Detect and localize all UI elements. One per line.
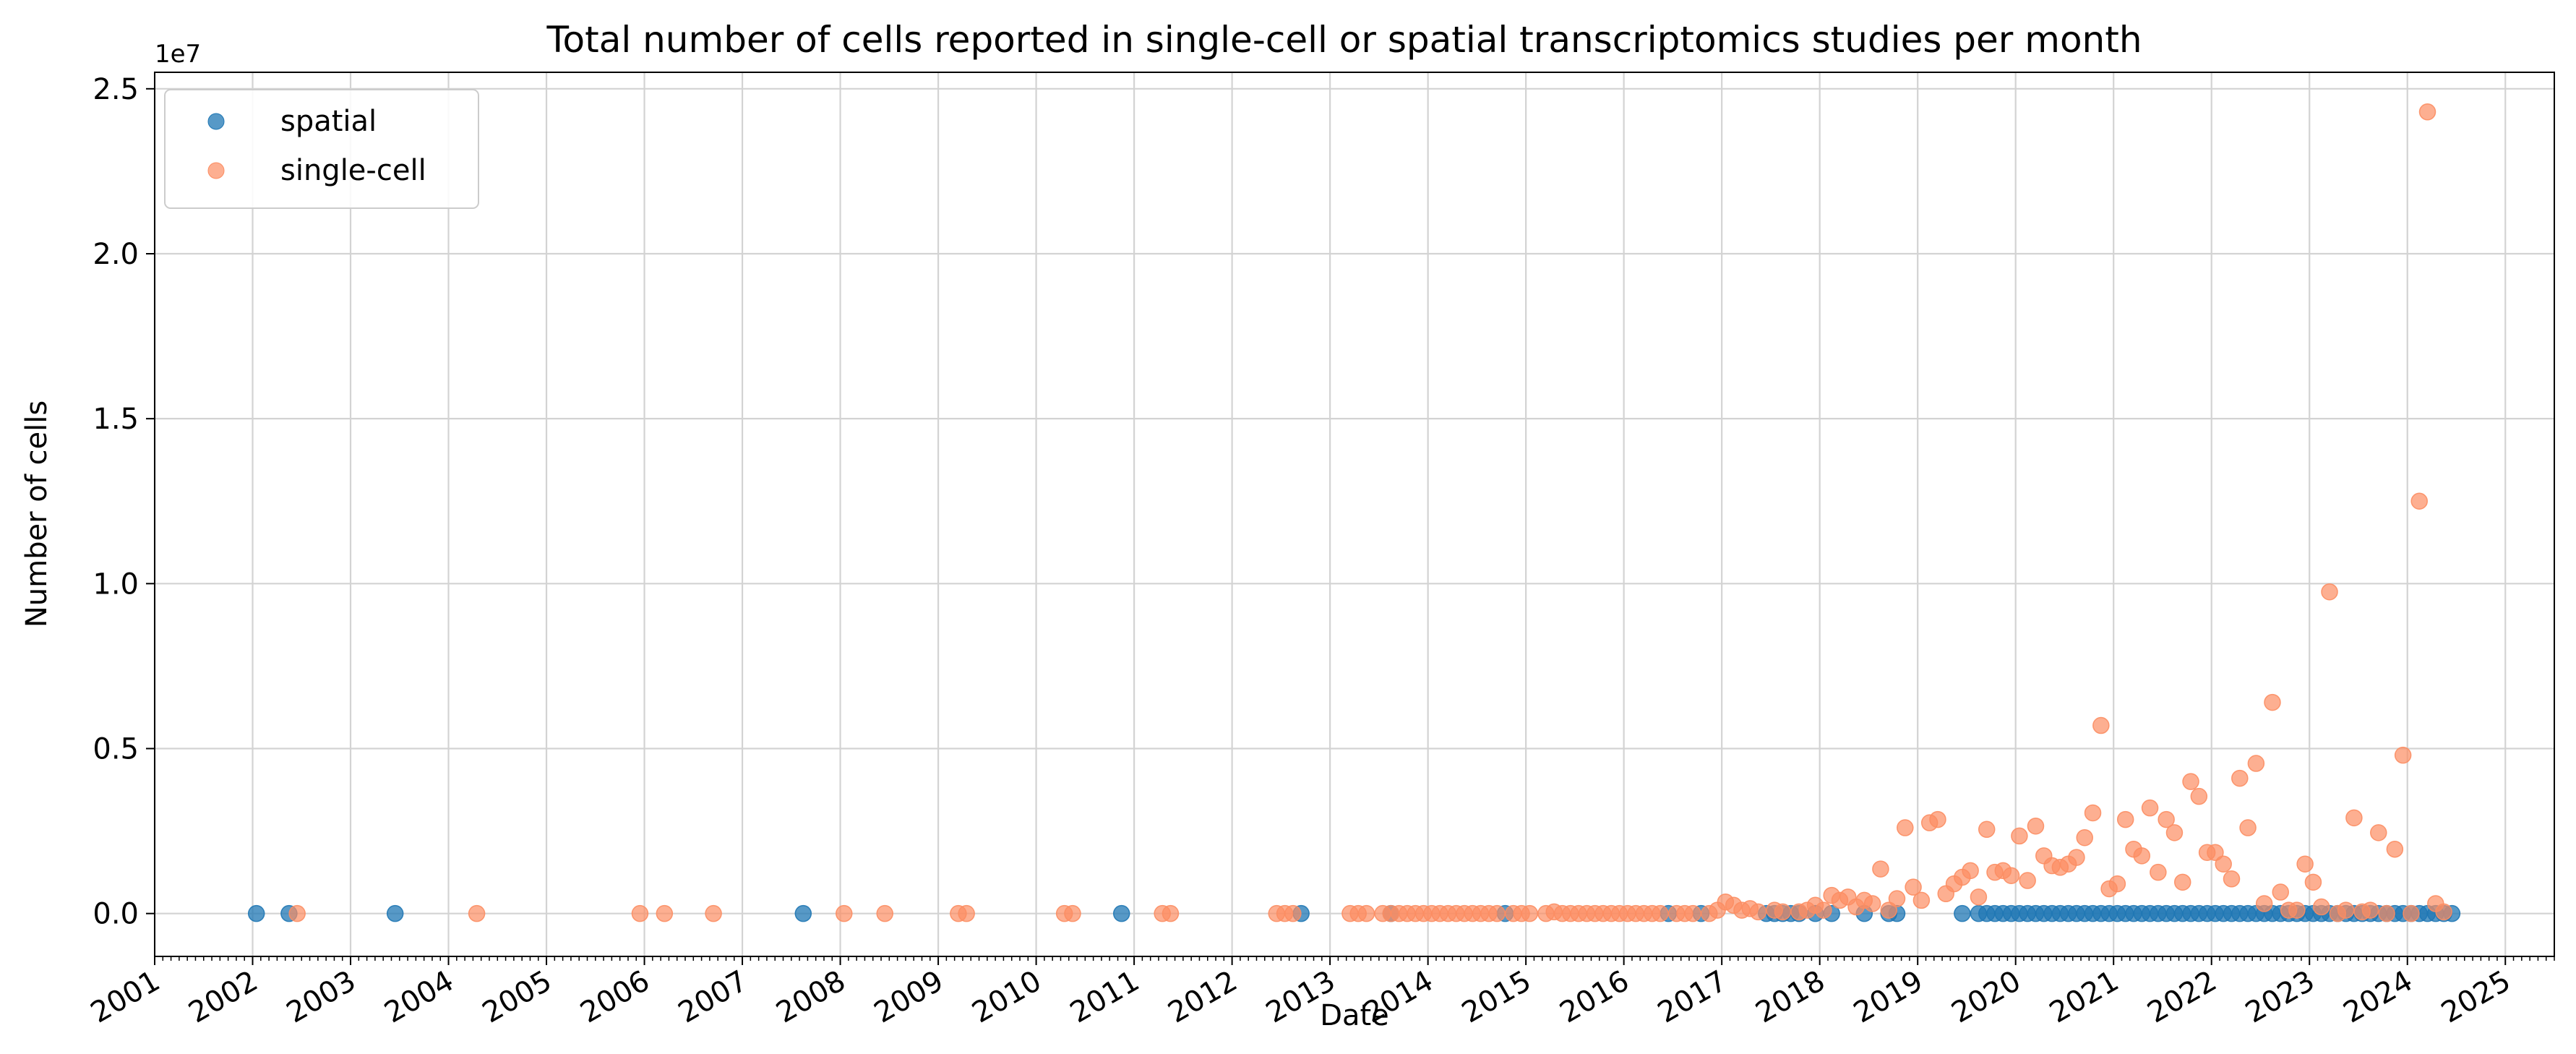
data-point-single-cell bbox=[2418, 103, 2437, 121]
data-point-single-cell bbox=[2394, 746, 2412, 764]
data-point-single-cell bbox=[2133, 847, 2151, 865]
data-point-single-cell bbox=[2108, 875, 2126, 893]
y-axis-label: Number of cells bbox=[20, 400, 53, 627]
y-tick-label: 2.5 bbox=[93, 73, 139, 106]
data-point-single-cell bbox=[2264, 693, 2281, 711]
data-point-single-cell bbox=[2223, 870, 2241, 888]
chart-title: Total number of cells reported in single… bbox=[546, 19, 2142, 61]
data-point-single-cell bbox=[1872, 860, 1889, 878]
data-point-single-cell bbox=[836, 904, 853, 922]
data-point-single-cell bbox=[2403, 904, 2420, 922]
data-point-single-cell bbox=[2068, 849, 2085, 866]
data-point-single-cell bbox=[1162, 904, 1180, 922]
data-point-single-cell bbox=[1978, 821, 1996, 839]
data-point-single-cell bbox=[1897, 819, 1914, 836]
data-point-single-cell bbox=[1652, 904, 1669, 922]
series-single-cell bbox=[288, 103, 2452, 922]
data-point-single-cell bbox=[1064, 904, 1081, 922]
data-point-single-cell bbox=[2141, 799, 2159, 817]
data-point-single-cell bbox=[1962, 862, 1979, 880]
legend: spatial single-cell bbox=[164, 89, 479, 209]
data-point-single-cell bbox=[468, 904, 486, 922]
data-point-single-cell bbox=[2288, 901, 2306, 919]
data-point-single-cell bbox=[876, 904, 893, 922]
legend-label-single-cell: single-cell bbox=[280, 154, 426, 187]
data-point-single-cell bbox=[2019, 872, 2036, 889]
data-point-single-cell bbox=[2337, 901, 2355, 919]
data-point-single-cell bbox=[1929, 810, 1946, 828]
y-tick-label: 2.0 bbox=[93, 238, 139, 271]
y-tick-label: 0.5 bbox=[93, 733, 139, 766]
x-axis-label: Date bbox=[1320, 999, 1389, 1032]
data-point-single-cell bbox=[2386, 840, 2404, 858]
data-point-single-cell bbox=[2231, 769, 2249, 787]
data-point-single-cell bbox=[1774, 903, 1792, 921]
data-point-spatial bbox=[1954, 904, 1971, 922]
data-point-single-cell bbox=[2011, 827, 2028, 845]
data-point-single-cell bbox=[1749, 903, 1767, 921]
data-point-single-cell bbox=[2296, 855, 2314, 873]
data-point-single-cell bbox=[2027, 817, 2045, 835]
data-point-single-cell bbox=[2255, 895, 2273, 912]
y-axis-offset-label: 1e7 bbox=[155, 40, 201, 69]
data-point-single-cell bbox=[1357, 904, 1375, 922]
data-point-single-cell bbox=[1521, 904, 1539, 922]
data-point-single-cell bbox=[2190, 787, 2208, 805]
data-point-single-cell bbox=[1912, 891, 1931, 909]
y-tick-label: 1.5 bbox=[93, 403, 139, 436]
data-points bbox=[247, 103, 2461, 922]
data-point-single-cell bbox=[2165, 824, 2184, 841]
data-point-single-cell bbox=[1284, 904, 1302, 922]
data-point-single-cell bbox=[2173, 873, 2191, 891]
data-point-single-cell bbox=[2345, 809, 2363, 827]
legend-label-spatial: spatial bbox=[280, 105, 377, 138]
data-point-single-cell bbox=[2435, 903, 2452, 921]
data-point-single-cell bbox=[2158, 810, 2175, 828]
legend-marker-spatial bbox=[207, 113, 225, 130]
legend-box bbox=[164, 89, 479, 209]
data-point-single-cell bbox=[2361, 901, 2379, 919]
data-point-single-cell bbox=[2272, 883, 2290, 901]
data-point-single-cell bbox=[1970, 888, 1988, 906]
data-point-single-cell bbox=[2092, 716, 2110, 734]
data-point-single-cell bbox=[2207, 844, 2224, 862]
data-point-single-cell bbox=[288, 904, 306, 922]
data-point-single-cell bbox=[1888, 890, 1906, 907]
data-point-single-cell bbox=[1684, 904, 1701, 922]
y-axis-ticks: 0.0 0.5 1.0 1.5 2.0 2.5 bbox=[93, 73, 155, 931]
data-point-single-cell bbox=[2150, 863, 2167, 881]
data-point-single-cell bbox=[2116, 810, 2134, 828]
data-point-spatial bbox=[247, 904, 265, 922]
data-point-spatial bbox=[794, 904, 812, 922]
data-point-single-cell bbox=[1815, 901, 1832, 919]
data-point-single-cell bbox=[2084, 804, 2102, 822]
data-point-single-cell bbox=[631, 904, 649, 922]
data-point-single-cell bbox=[2247, 755, 2265, 772]
data-point-single-cell bbox=[2321, 583, 2338, 601]
data-point-single-cell bbox=[2002, 867, 2020, 884]
data-point-single-cell bbox=[2239, 819, 2257, 836]
data-point-single-cell bbox=[2215, 855, 2232, 873]
data-point-spatial bbox=[386, 904, 404, 922]
data-point-single-cell bbox=[2370, 824, 2387, 841]
data-point-single-cell bbox=[958, 904, 975, 922]
data-point-single-cell bbox=[2304, 873, 2322, 891]
data-point-single-cell bbox=[2312, 898, 2330, 916]
data-point-single-cell bbox=[656, 904, 674, 922]
data-point-single-cell bbox=[1488, 904, 1506, 922]
data-point-single-cell bbox=[1905, 878, 1922, 896]
data-point-single-cell bbox=[2410, 492, 2428, 510]
data-point-single-cell bbox=[2076, 828, 2093, 847]
data-point-single-cell bbox=[1880, 901, 1897, 919]
legend-marker-single-cell bbox=[207, 162, 225, 179]
y-tick-label: 1.0 bbox=[93, 567, 139, 601]
data-point-single-cell bbox=[2378, 904, 2395, 922]
data-point-spatial bbox=[1112, 904, 1130, 922]
data-point-single-cell bbox=[705, 904, 722, 922]
data-point-single-cell bbox=[1863, 895, 1881, 912]
y-tick-label: 0.0 bbox=[93, 898, 139, 931]
data-point-single-cell bbox=[2182, 773, 2199, 790]
